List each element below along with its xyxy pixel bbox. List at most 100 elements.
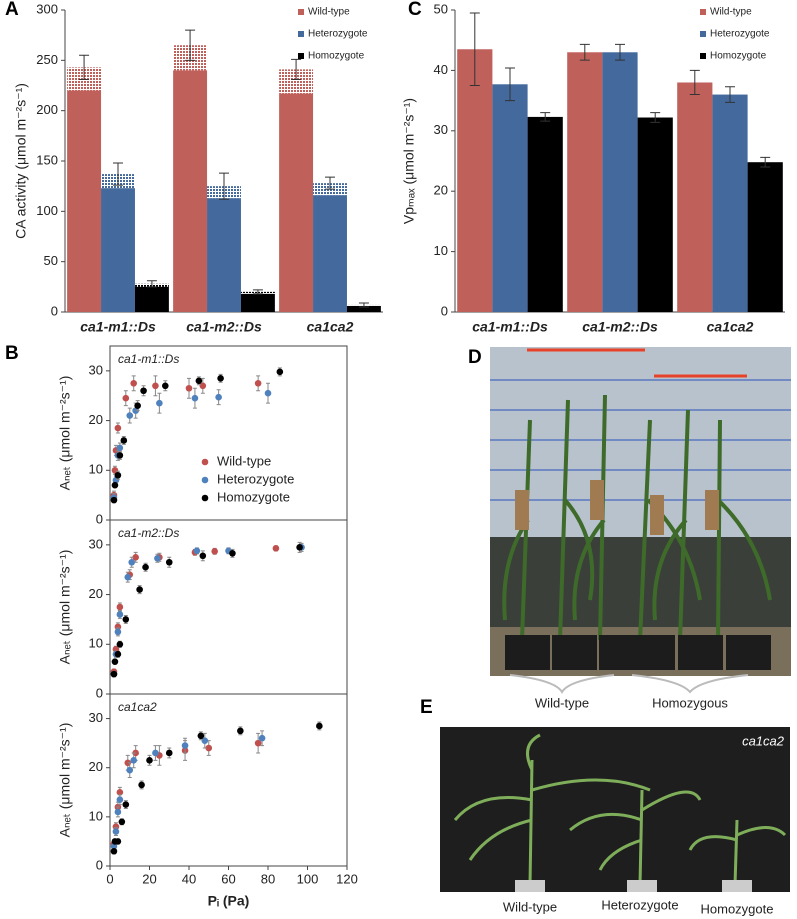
y-axis-label: CA activity (μmol m⁻²s⁻¹)	[13, 83, 29, 239]
point	[154, 554, 161, 562]
y-tick-label: 0	[51, 303, 58, 318]
bar	[527, 116, 563, 313]
y-tick-label: 30	[89, 710, 103, 725]
y-tick-label: 0	[96, 857, 103, 872]
point	[156, 399, 163, 407]
y-tick-label: 50	[44, 253, 58, 268]
point	[215, 393, 222, 401]
point	[272, 545, 280, 552]
point	[114, 471, 122, 479]
bar	[101, 188, 135, 312]
error-bar	[650, 112, 661, 123]
photo-d	[490, 347, 791, 694]
y-tick-label: 30	[434, 122, 448, 137]
point	[116, 788, 124, 796]
y-tick-label: 50	[434, 1, 448, 16]
error-bar	[540, 112, 551, 122]
bar	[134, 286, 169, 312]
point	[110, 843, 118, 850]
point	[152, 382, 159, 390]
point	[199, 552, 207, 560]
point	[114, 838, 122, 845]
point	[114, 808, 122, 816]
point	[116, 796, 124, 803]
point	[146, 757, 153, 764]
error-bar	[79, 54, 90, 80]
point	[197, 732, 205, 740]
bar	[346, 305, 381, 312]
point	[316, 722, 323, 730]
y-axis-label: Aₙₑₜ (μmol m⁻²s⁻¹)	[57, 376, 73, 491]
bar	[492, 84, 528, 313]
legend-label: Wild-type	[710, 7, 752, 18]
photo-e	[440, 727, 790, 892]
panel-annotation: ca1-m2::Ds	[118, 526, 179, 540]
point	[122, 801, 130, 808]
legend-label: Homozygote	[308, 51, 365, 62]
point	[140, 387, 147, 395]
bar	[567, 52, 603, 312]
error-bar	[505, 67, 515, 102]
y-tick-label: 100	[36, 203, 58, 218]
x-tick-label: 100	[297, 871, 319, 886]
bar	[173, 70, 208, 313]
point	[237, 727, 244, 735]
legend-label: Homozygote	[217, 489, 290, 504]
point	[138, 781, 145, 789]
bar	[67, 90, 102, 313]
panel-letter: D	[468, 347, 482, 368]
plot-frame	[109, 693, 348, 867]
x-tick-label: ca1-m1::Ds	[80, 319, 156, 335]
point	[126, 766, 134, 774]
error-bar	[325, 176, 335, 190]
point	[193, 547, 201, 555]
point	[116, 452, 124, 459]
point	[211, 548, 218, 555]
point	[201, 737, 209, 744]
photo-caption: Heterozygote	[601, 897, 678, 912]
point	[124, 573, 132, 581]
y-tick-label: 20	[434, 183, 448, 198]
y-tick-label: 10	[434, 243, 448, 258]
legend-swatch	[298, 53, 304, 59]
x-tick-label: ca1-m2::Ds	[186, 319, 262, 335]
y-tick-label: 10	[89, 808, 103, 823]
point	[111, 481, 119, 489]
point	[130, 757, 137, 764]
error-bar	[291, 58, 302, 80]
photo-caption: Wild-type	[503, 899, 557, 914]
point	[116, 640, 124, 648]
point	[130, 379, 137, 387]
y-tick-label: 40	[434, 62, 448, 77]
point	[191, 394, 199, 402]
error-bar	[689, 69, 700, 96]
point	[122, 616, 130, 623]
y-tick-label: 10	[89, 462, 103, 477]
point	[128, 558, 136, 566]
error-bar	[615, 43, 625, 61]
y-tick-label: 20	[89, 586, 103, 601]
photo-caption: Wild-type	[535, 695, 589, 710]
bar	[313, 195, 347, 312]
x-tick-label: 120	[336, 871, 358, 886]
point	[110, 670, 118, 678]
error-bar	[358, 302, 369, 308]
point	[126, 412, 134, 419]
point	[199, 382, 207, 390]
point	[185, 384, 193, 392]
legend-label: Homozygote	[710, 51, 767, 62]
y-tick-label: 30	[89, 362, 103, 377]
point	[116, 444, 124, 452]
panel-letter: E	[420, 697, 433, 718]
point	[254, 739, 262, 747]
error-bar	[469, 12, 480, 86]
x-tick-label: 20	[142, 871, 156, 886]
point	[254, 379, 262, 387]
point	[114, 424, 122, 432]
legend-swatch	[700, 53, 706, 59]
error-bar	[760, 156, 771, 168]
point	[116, 611, 124, 618]
panel-letter: B	[5, 343, 19, 364]
error-bar	[252, 289, 263, 295]
